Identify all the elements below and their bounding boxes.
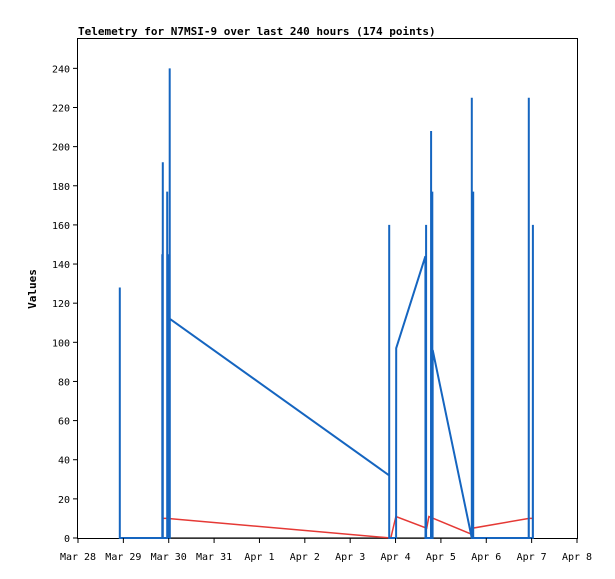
x-tick-label: Apr 2 (290, 552, 320, 563)
y-tick-label: 80 (58, 377, 70, 388)
y-tick-label: 120 (52, 299, 70, 310)
chart-title: Telemetry for N7MSI-9 over last 240 hour… (78, 25, 436, 38)
series-layer (118, 68, 534, 539)
y-tick-label: 180 (52, 182, 70, 193)
plot-area (77, 38, 578, 539)
x-tick-label: Apr 6 (471, 552, 501, 563)
series-line-1 (118, 68, 534, 539)
y-tick-label: 0 (64, 534, 70, 545)
y-tick-label: 240 (52, 64, 70, 75)
x-tick-label: Apr 4 (380, 552, 410, 563)
x-tick-label: Apr 7 (517, 552, 547, 563)
x-tick-label: Apr 3 (335, 552, 365, 563)
y-tick-label: 100 (52, 338, 70, 349)
x-tick-label: Apr 5 (426, 552, 456, 563)
x-tick-label: Mar 28 (60, 552, 96, 563)
y-tick-label: 60 (58, 417, 70, 428)
y-tick-label: 200 (52, 143, 70, 154)
series-line-2 (163, 515, 534, 539)
y-axis: 0 20 40 60 80 100 120 140 160 180 200 220 240 (52, 64, 78, 545)
x-axis: Mar 28 Mar 29 Mar 30 Mar 31 Apr 1 Apr 2 Apr 3 A… (60, 538, 592, 563)
x-tick-label: Mar 29 (105, 552, 141, 563)
x-tick-label: Mar 30 (151, 552, 187, 563)
x-tick-label: Apr 8 (562, 552, 592, 563)
x-tick-label: Apr 1 (244, 552, 274, 563)
x-tick-label: Mar 31 (196, 552, 232, 563)
y-tick-label: 160 (52, 221, 70, 232)
y-tick-label: 40 (58, 456, 70, 467)
y-tick-label: 220 (52, 103, 70, 114)
y-tick-label: 20 (58, 495, 70, 506)
y-axis-label: Values (26, 269, 39, 309)
y-tick-label: 140 (52, 260, 70, 271)
